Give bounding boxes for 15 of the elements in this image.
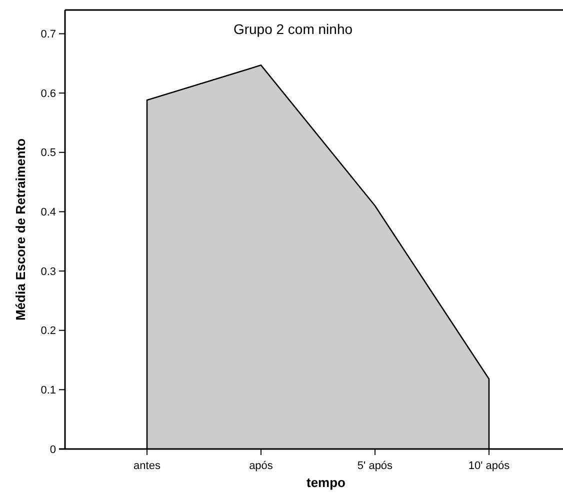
y-tick-label: 0.7: [40, 28, 56, 41]
y-axis-title: Média Escore de Retraimento: [13, 138, 28, 321]
y-tick-label: 0.3: [40, 266, 56, 278]
y-tick-label: 0.2: [40, 325, 56, 338]
x-tick-label: após: [249, 460, 274, 472]
x-tick-label: antes: [134, 460, 161, 472]
x-tick-label: 5' após: [357, 460, 394, 472]
y-tick-label: 0.5: [40, 147, 56, 160]
y-tick-label: 0.6: [40, 88, 56, 100]
text: Grupo 2 com ninho: [233, 21, 353, 37]
x-axis-title: tempo: [306, 475, 346, 490]
y-tick-label: 0: [50, 444, 56, 456]
x-tick-label: 10' após: [468, 460, 510, 472]
y-tick-label: 0.4: [40, 206, 56, 219]
y-tick-label: 0.1: [40, 384, 56, 397]
